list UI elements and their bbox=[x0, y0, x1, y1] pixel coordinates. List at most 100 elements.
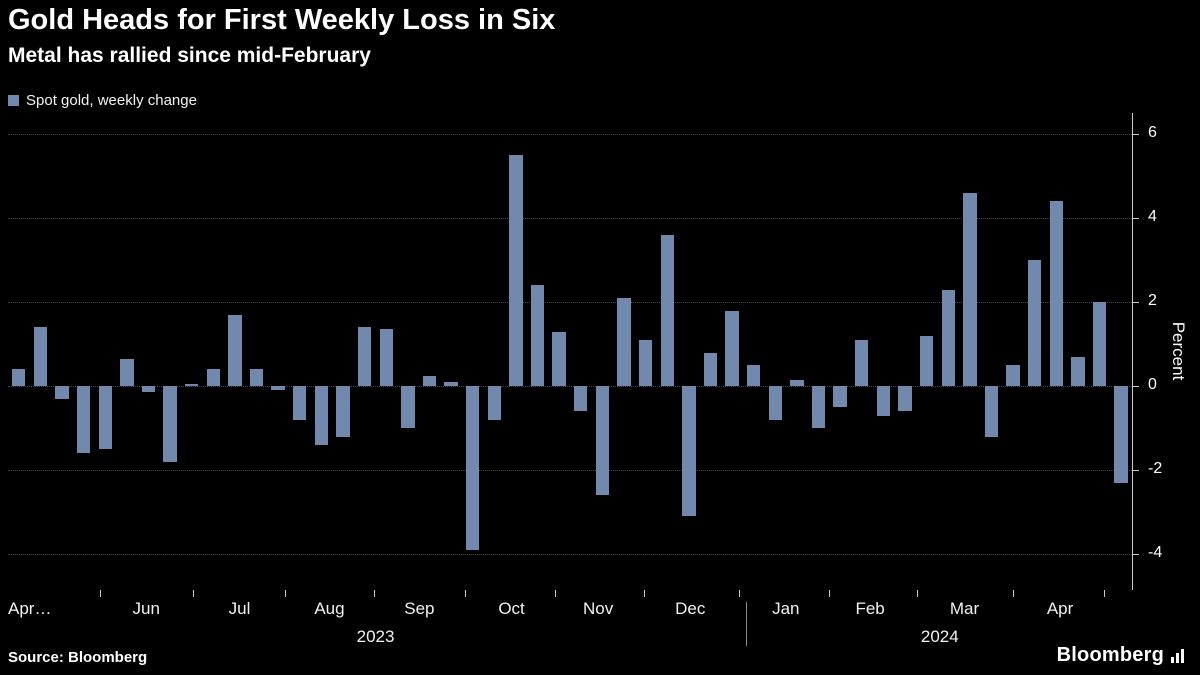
x-axis-month-label: Oct bbox=[498, 599, 525, 618]
gridline bbox=[8, 302, 1132, 304]
bar bbox=[1006, 365, 1020, 387]
bar bbox=[747, 365, 761, 387]
bar bbox=[595, 386, 610, 496]
gridline bbox=[8, 470, 1132, 472]
x-axis-tick bbox=[100, 590, 102, 597]
bloomberg-wordmark: Bloomberg bbox=[1056, 644, 1164, 666]
bar bbox=[1092, 302, 1107, 387]
bar bbox=[444, 381, 458, 387]
source-credit: Source: Bloomberg bbox=[8, 649, 148, 666]
x-axis-month-label: Jun bbox=[132, 599, 160, 618]
y-axis-tick-label: 0 bbox=[1148, 376, 1157, 394]
bar bbox=[855, 339, 869, 387]
bloomberg-chart-icon bbox=[1171, 648, 1184, 663]
bar bbox=[314, 386, 329, 445]
gridline bbox=[8, 386, 1132, 388]
bar bbox=[833, 386, 847, 408]
y-axis-tick bbox=[1132, 386, 1139, 388]
x-axis-tick bbox=[1103, 590, 1105, 597]
bar bbox=[530, 285, 545, 387]
bar bbox=[228, 314, 242, 387]
bar bbox=[466, 386, 480, 551]
year-separator bbox=[746, 602, 748, 646]
x-axis-tick bbox=[828, 590, 830, 597]
y-axis-tick-label: -2 bbox=[1148, 460, 1163, 478]
x-axis-month-label: Feb bbox=[855, 599, 885, 618]
y-axis-tick-label: 2 bbox=[1148, 292, 1157, 310]
legend-swatch-icon bbox=[8, 95, 19, 106]
y-axis-tick bbox=[1132, 218, 1139, 220]
x-axis-tick bbox=[738, 590, 740, 597]
gridline bbox=[8, 134, 1132, 135]
chart-title: Gold Heads for First Weekly Loss in Six bbox=[8, 4, 556, 36]
bar bbox=[876, 386, 891, 416]
bar bbox=[660, 234, 674, 387]
bar bbox=[509, 155, 523, 387]
bar bbox=[206, 369, 221, 387]
bar bbox=[76, 386, 91, 454]
bar bbox=[963, 192, 977, 387]
x-axis-tick bbox=[465, 590, 467, 597]
bar bbox=[185, 384, 199, 387]
bar bbox=[120, 358, 134, 387]
bar bbox=[12, 369, 26, 387]
bar bbox=[984, 386, 999, 437]
bar bbox=[357, 327, 372, 387]
bar bbox=[552, 331, 566, 387]
bar bbox=[249, 369, 264, 387]
bar bbox=[919, 335, 934, 387]
bar bbox=[1049, 201, 1064, 387]
gridline bbox=[8, 554, 1132, 556]
y-axis-tick-label: -4 bbox=[1148, 544, 1163, 562]
bar bbox=[768, 386, 783, 420]
bar bbox=[271, 386, 285, 391]
x-axis-month-label: Apr bbox=[1046, 599, 1074, 618]
x-axis-month-label: Apr… bbox=[8, 599, 52, 618]
y-axis-tick bbox=[1132, 554, 1139, 556]
y-axis-tick-label: 4 bbox=[1148, 208, 1157, 226]
y-axis-tick bbox=[1132, 134, 1139, 135]
x-axis-month-label: Mar bbox=[949, 599, 980, 618]
bar bbox=[141, 386, 156, 393]
x-axis-month-label: Dec bbox=[675, 599, 706, 618]
x-axis-tick bbox=[374, 590, 376, 597]
gridline bbox=[8, 218, 1132, 220]
x-axis-year-label: 2024 bbox=[920, 627, 959, 646]
bar bbox=[487, 386, 502, 420]
bar bbox=[163, 386, 177, 462]
legend: Spot gold, weekly change bbox=[8, 92, 197, 109]
y-axis-tick bbox=[1132, 470, 1139, 472]
bar bbox=[98, 386, 112, 450]
bar bbox=[336, 386, 350, 437]
bar bbox=[638, 339, 653, 387]
bar bbox=[790, 379, 804, 387]
bar bbox=[1071, 356, 1085, 387]
x-axis-tick bbox=[644, 590, 646, 597]
x-axis-month-label: Nov bbox=[582, 599, 614, 618]
x-axis-month-label: Jul bbox=[228, 599, 251, 618]
bar bbox=[703, 352, 718, 387]
bar bbox=[33, 327, 48, 387]
bar bbox=[725, 310, 739, 387]
y-axis-tick-label: 6 bbox=[1148, 124, 1157, 142]
x-axis-month-label: Aug bbox=[314, 599, 345, 618]
legend-label: Spot gold, weekly change bbox=[26, 92, 197, 109]
x-axis-month-label: Jan bbox=[772, 599, 800, 618]
bar bbox=[617, 297, 631, 387]
x-axis-tick bbox=[284, 590, 286, 597]
bar bbox=[293, 386, 307, 420]
bar bbox=[55, 386, 69, 399]
bar bbox=[574, 386, 588, 412]
x-axis-tick bbox=[555, 590, 557, 597]
chart-subtitle: Metal has rallied since mid-February bbox=[8, 44, 371, 67]
x-axis-tick bbox=[1012, 590, 1014, 597]
x-axis-tick bbox=[193, 590, 195, 597]
x-axis-year-label: 2023 bbox=[356, 627, 395, 646]
bar bbox=[422, 375, 437, 387]
y-axis-tick bbox=[1132, 302, 1139, 304]
bar bbox=[682, 386, 696, 517]
x-axis-tick bbox=[917, 590, 919, 597]
bar bbox=[941, 289, 955, 387]
bar bbox=[1114, 386, 1128, 483]
